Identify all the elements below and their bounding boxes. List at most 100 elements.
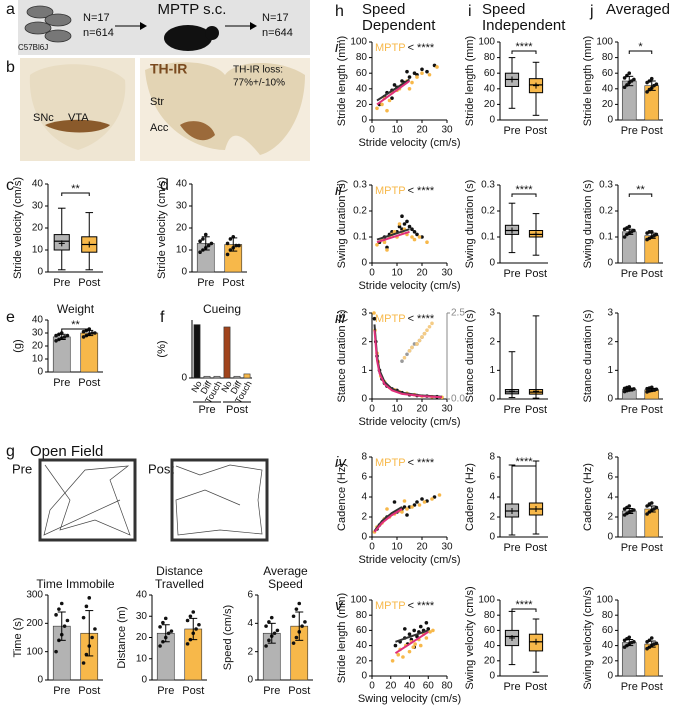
y-tick-label: 3 <box>607 308 613 319</box>
y-tick-label: 0 <box>247 675 253 686</box>
scatter-point <box>412 342 417 346</box>
legend-label: MPTP <box>375 313 406 325</box>
chart-title: Distance Travelled <box>155 564 204 591</box>
x-axis-label: Swing velocity (cm/s) <box>358 693 461 705</box>
scatter-point <box>400 359 404 363</box>
data-point <box>632 77 636 82</box>
panel-letter: d <box>160 177 169 194</box>
y-tick-label: 0 <box>361 394 367 405</box>
data-point <box>158 625 162 629</box>
panel-letter: i <box>468 3 472 20</box>
scatter-point <box>435 65 439 69</box>
arrow-head <box>140 22 147 30</box>
stain <box>180 121 215 141</box>
x-tick-label: Post <box>641 268 663 280</box>
x-tick-label: Post <box>641 125 663 137</box>
data-point <box>81 661 86 665</box>
scatter-point <box>420 335 424 339</box>
y-tick-label: 30 <box>136 611 148 622</box>
y-tick-label: 60 <box>602 68 614 79</box>
x-tick-label: Pre <box>503 542 520 554</box>
legend-label: MPTP <box>375 185 406 197</box>
data-point <box>649 501 654 505</box>
data-point <box>649 76 654 81</box>
y2-tick-label: 2.5 <box>451 308 465 319</box>
significance-label: **** <box>515 456 533 468</box>
x-tick-label: No <box>219 379 233 394</box>
panel-letter: g <box>6 443 15 460</box>
y-tick-label: 0 <box>37 675 43 686</box>
significance-label: * <box>638 41 643 53</box>
x-tick-label: Post <box>78 277 100 289</box>
y-tick-label: 0 <box>37 267 43 278</box>
x-tick-label: Pre <box>503 125 520 137</box>
region: VTA <box>68 112 89 124</box>
data-point <box>632 640 636 644</box>
mean-marker <box>533 506 539 512</box>
y-tick-label: 0.1 <box>481 232 495 243</box>
y-tick-label: 80 <box>484 610 496 621</box>
y-tick-label: 30 <box>32 328 44 339</box>
y-tick-label: 0 <box>181 373 187 384</box>
x-tick-label: 0 <box>369 125 375 136</box>
scatter-point <box>385 245 389 250</box>
y-axis-label: Stance duration (s) <box>336 310 348 403</box>
x-tick-label: 30 <box>441 125 453 136</box>
bar <box>203 375 211 379</box>
y-tick-label: 0 <box>607 532 613 543</box>
data-point <box>185 642 190 646</box>
scatter-point <box>392 500 397 504</box>
scatter-point <box>390 230 394 234</box>
y-tick-label: 0.1 <box>599 232 613 243</box>
data-point <box>269 615 274 620</box>
y-tick-label: 0 <box>489 671 495 682</box>
bar <box>243 373 251 379</box>
x-tick-label: Pre <box>621 681 638 693</box>
data-point <box>185 618 190 623</box>
y-tick-label: 4 <box>489 492 495 503</box>
scatter-point <box>418 643 423 648</box>
y-tick-label: 8 <box>361 452 367 463</box>
data-point <box>203 232 208 237</box>
y-tick-label: 0.2 <box>481 206 495 217</box>
scatter-point <box>385 248 389 252</box>
x-tick-label: Post <box>78 685 100 697</box>
mouse <box>164 25 212 51</box>
y-tick-label: 2 <box>489 512 495 523</box>
count: N=17 <box>83 12 110 24</box>
scatter-point <box>407 649 412 654</box>
x-tick-label: Pre <box>197 277 214 289</box>
scatter-point <box>392 83 397 87</box>
scatter-point <box>397 222 402 226</box>
y-tick-label: 0 <box>361 532 367 543</box>
y-tick-label: 0 <box>607 115 613 126</box>
y-tick-label: 0 <box>489 115 495 126</box>
significance-bracket <box>628 193 653 197</box>
scatter-point <box>427 72 432 77</box>
data-point <box>194 627 198 631</box>
x-axis-label: Stride velocity (cm/s) <box>358 137 460 149</box>
count: n=614 <box>83 27 114 39</box>
data-point <box>654 82 659 86</box>
y-tick-label: 30 <box>176 201 188 212</box>
y-tick-label: 0 <box>181 267 187 278</box>
x-tick-label: 10 <box>391 404 403 415</box>
scatter-point <box>385 108 389 113</box>
x-tick-label: 20 <box>416 404 428 415</box>
y-tick-label: 40 <box>484 640 496 651</box>
y-axis-label: (g) <box>12 339 24 352</box>
scatter-point <box>396 652 401 657</box>
y-tick-label: 80 <box>356 52 368 63</box>
data-point <box>294 635 299 640</box>
data-point <box>300 624 304 628</box>
data-point <box>632 508 636 512</box>
scatter-point <box>430 321 434 326</box>
scatter-point <box>405 219 409 224</box>
y-tick-label: 4 <box>361 492 367 503</box>
data-point <box>81 335 86 339</box>
y-tick-label: 40 <box>32 315 44 326</box>
y-tick-label: 20 <box>32 341 44 352</box>
y-tick-label: 8 <box>607 452 613 463</box>
y-tick-label: 6 <box>247 590 253 601</box>
scatter-point <box>415 75 419 79</box>
